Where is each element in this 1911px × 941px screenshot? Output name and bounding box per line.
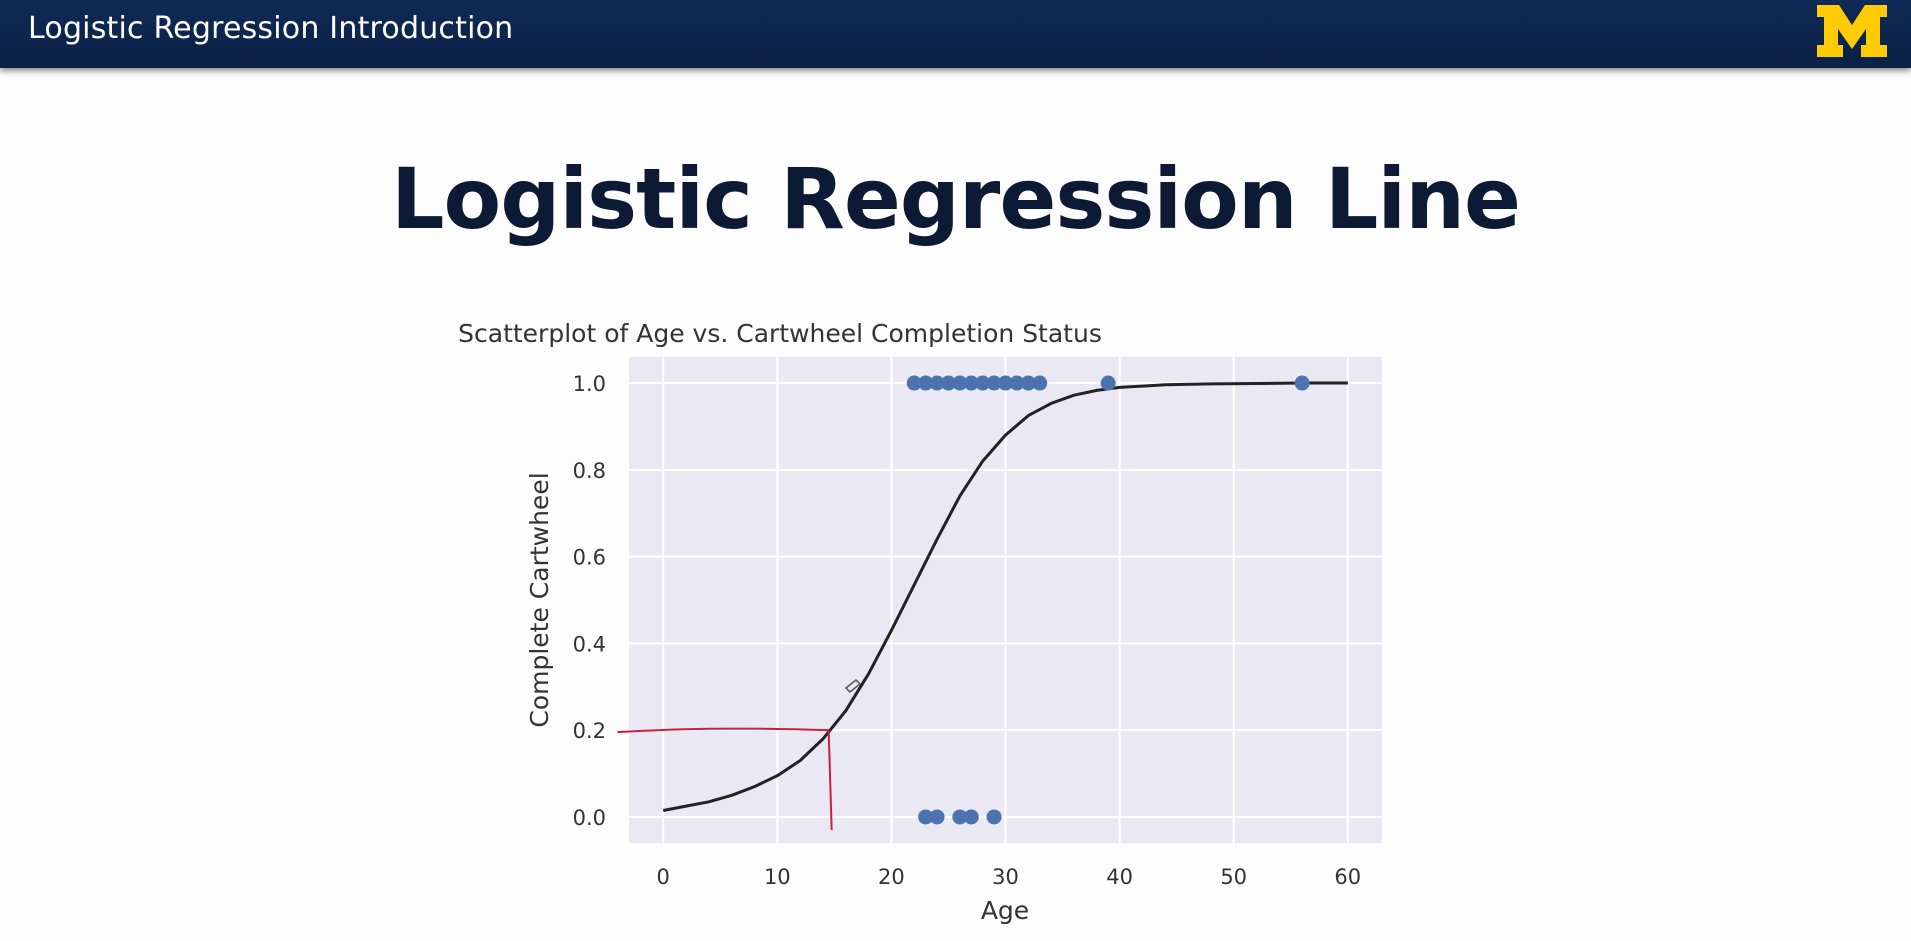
x-tick-label-2: 20 (878, 865, 905, 889)
scatter-point-9 (1009, 375, 1025, 391)
scatter-point-5 (963, 375, 979, 391)
scatter-point-8 (998, 375, 1013, 391)
annotation-horizontal-line (617, 727, 829, 734)
logo-m-shape (1817, 5, 1887, 57)
chart-title: Scatterplot of Age vs. Cartwheel Complet… (458, 319, 1102, 348)
header-bar: Logistic Regression Introduction (0, 0, 1911, 68)
points-layer (906, 375, 1310, 825)
y-tick-labels: 0.0 0.2 0.4 0.6 0.8 1.0 (573, 372, 606, 830)
scatter-point-16 (952, 809, 968, 825)
x-tick-label-3: 30 (992, 865, 1019, 889)
x-tick-label-4: 40 (1106, 865, 1133, 889)
scatter-point-14 (918, 809, 934, 825)
x-tick-label-6: 60 (1334, 865, 1361, 889)
y-tick-label-2: 0.4 (573, 632, 606, 656)
x-axis-label: Age (981, 896, 1029, 925)
y-tick-label-3: 0.6 (573, 546, 606, 570)
y-tick-label-5: 1.0 (573, 372, 606, 396)
scatter-point-10 (1020, 375, 1036, 391)
y-tick-label-1: 0.2 (573, 719, 606, 743)
x-tick-label-5: 50 (1220, 865, 1247, 889)
scatter-point-15 (929, 809, 945, 825)
scatter-point-3 (940, 375, 956, 391)
scatter-point-12 (1100, 375, 1116, 391)
scatter-point-1 (918, 375, 934, 391)
scatter-point-7 (986, 375, 1002, 391)
slide-title: Logistic Regression Line (391, 150, 1521, 248)
scatter-point-17 (963, 809, 979, 825)
scatter-point-6 (975, 375, 991, 391)
scatter-point-13 (1294, 375, 1310, 391)
annotation-vertical-line (827, 730, 833, 831)
curve-layer (662, 381, 1348, 812)
cursor-icon (844, 678, 862, 694)
y-tick-label-4: 0.8 (573, 459, 606, 483)
scatter-point-0 (906, 375, 922, 391)
y-tick-label-0: 0.0 (573, 806, 606, 830)
annotation-layer (617, 727, 833, 831)
y-axis-label: Complete Cartwheel (525, 472, 554, 727)
x-tick-label-0: 0 (657, 865, 670, 889)
university-logo (1817, 5, 1887, 57)
scatter-point-2 (929, 375, 945, 391)
header-title: Logistic Regression Introduction (28, 11, 514, 46)
scatter-point-11 (1032, 375, 1048, 391)
x-tick-label-1: 10 (764, 865, 791, 889)
scatter-point-18 (986, 809, 1002, 825)
x-tick-labels: 0 10 20 30 40 50 60 (657, 865, 1362, 889)
logistic-curve (662, 381, 1348, 812)
scatter-point-4 (952, 375, 968, 391)
